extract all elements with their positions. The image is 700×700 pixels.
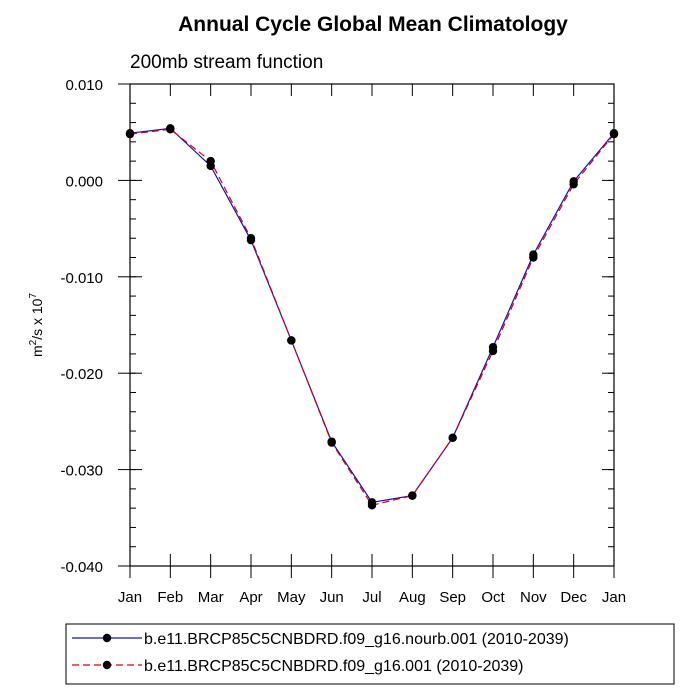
series-2-point [408,491,417,500]
x-tick-labels: Jan Feb Mar Apr May Jun Jul Aug Sep Oct Nov Dec Jan [118,589,626,606]
legend-box [65,623,675,685]
series-2-point [367,501,377,510]
series-2-point [327,438,336,447]
series-2-point [488,346,498,356]
x-tick-label: Mar [198,589,224,606]
series-2-point [287,336,296,345]
series-layer [125,124,619,510]
y-tick-label: 0.000 [65,173,103,190]
x-tick-label: Jun [320,589,344,606]
x-tick-label: Jul [362,589,381,606]
series-2-point [529,253,538,262]
x-tick-label: Sep [439,589,466,606]
series-2-point [166,125,175,134]
x-tick-label: Jan [118,589,142,606]
x-tick-label: Aug [399,589,426,606]
legend-marker-1 [102,633,112,643]
x-tick-label: Oct [481,589,505,606]
series-line-2 [129,128,615,506]
x-tick-label: Dec [560,589,587,606]
series-line-1 [129,127,615,504]
x-tick-label: Feb [157,589,183,606]
legend: b.e11.BRCP85C5CNBDRD.f09_g16.nourb.001 (… [72,631,569,675]
x-tick-label: Jan [602,589,626,606]
legend-label-2: b.e11.BRCP85C5CNBDRD.f09_g16.001 (2010-2… [144,658,523,675]
series-2-point [206,156,215,166]
axis-ticks [118,83,615,578]
legend-label-1: b.e11.BRCP85C5CNBDRD.f09_g16.nourb.001 (… [144,631,569,648]
y-tick-label: -0.040 [60,559,103,576]
plot-frame [129,83,615,567]
legend-marker-2 [102,660,112,670]
x-tick-label: May [277,589,306,606]
x-tick-label: Nov [520,589,547,606]
chart-subtitle: 200mb stream function [130,52,323,73]
chart-title: Annual Cycle Global Mean Climatology [178,13,568,36]
series-2-point [246,234,256,243]
y-tick-label: -0.010 [60,270,103,287]
x-tick-label: Apr [239,589,262,606]
y-axis-label: m2/s x 107 [28,293,45,357]
y-tick-labels: 0.010 0.000 -0.010 -0.020 -0.030 -0.040 [60,77,103,576]
series-2-point [569,180,578,189]
y-tick-label: -0.030 [60,463,103,480]
series-2-point [448,433,457,442]
y-tick-label: 0.010 [65,77,103,94]
y-tick-label: -0.020 [60,366,103,383]
